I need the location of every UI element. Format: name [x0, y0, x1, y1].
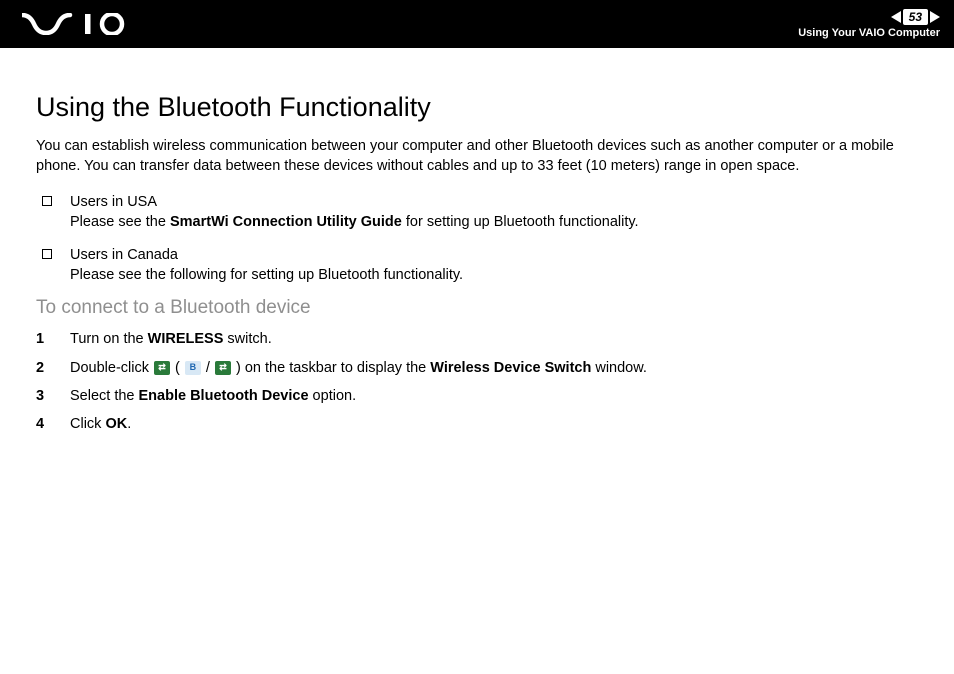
step-text-mid: / [202, 358, 214, 378]
step-number: 2 [36, 358, 70, 378]
bullet-head: Users in Canada [70, 247, 178, 263]
taskbar-wireless-icon: ⇄ [154, 361, 170, 375]
step-text-post: switch. [223, 329, 271, 349]
subheading: To connect to a Bluetooth device [36, 297, 918, 319]
next-page-arrow-icon[interactable] [930, 11, 940, 23]
step-text-mid: ) on the taskbar to display the [232, 358, 430, 378]
bullet-canada: Users in Canada Please see the following… [36, 245, 918, 286]
step-3: 3 Select the Enable Bluetooth Device opt… [36, 386, 918, 406]
vaio-logo [22, 13, 132, 35]
step-text-pre: Double-click [70, 358, 153, 378]
step-number: 3 [36, 386, 70, 406]
step-number: 4 [36, 414, 70, 434]
page-nav: 53 [891, 9, 940, 25]
step-text-pre: Select the [70, 386, 139, 406]
step-text-bold: Wireless Device Switch [430, 358, 591, 378]
step-text-pre: Turn on the [70, 329, 148, 349]
bullet-body-pre: Please see the [70, 214, 170, 230]
bluetooth-icon: B [185, 361, 201, 375]
step-text-mid: ( [171, 358, 184, 378]
step-text-post: option. [309, 386, 357, 406]
header-bar: 53 Using Your VAIO Computer [0, 0, 954, 48]
step-text-post: window. [591, 358, 647, 378]
bullet-head: Users in USA [70, 194, 157, 210]
section-name: Using Your VAIO Computer [798, 27, 940, 39]
step-number: 1 [36, 329, 70, 349]
step-1: 1 Turn on the WIRELESS switch. [36, 329, 918, 349]
step-text-bold: OK [105, 414, 127, 434]
intro-paragraph: You can establish wireless communication… [36, 137, 918, 176]
bullet-body-post: for setting up Bluetooth functionality. [402, 214, 639, 230]
step-2: 2 Double-click ⇄ ( B / ⇄ ) on the taskba… [36, 358, 918, 378]
step-text-pre: Click [70, 414, 105, 434]
step-text-post: . [127, 414, 131, 434]
lan-icon: ⇄ [215, 361, 231, 375]
bullet-body-bold: SmartWi Connection Utility Guide [170, 214, 402, 230]
bullet-body-pre: Please see the following for setting up … [70, 267, 463, 283]
page-title: Using the Bluetooth Functionality [36, 92, 918, 123]
step-text-bold: WIRELESS [148, 329, 224, 349]
bullet-icon [36, 192, 70, 233]
bullet-usa: Users in USA Please see the SmartWi Conn… [36, 192, 918, 233]
prev-page-arrow-icon[interactable] [891, 11, 901, 23]
page-number: 53 [903, 9, 928, 25]
step-4: 4 Click OK. [36, 414, 918, 434]
header-right: 53 Using Your VAIO Computer [798, 9, 940, 39]
bullet-icon [36, 245, 70, 286]
page-content: Using the Bluetooth Functionality You ca… [0, 48, 954, 435]
step-text-bold: Enable Bluetooth Device [139, 386, 309, 406]
